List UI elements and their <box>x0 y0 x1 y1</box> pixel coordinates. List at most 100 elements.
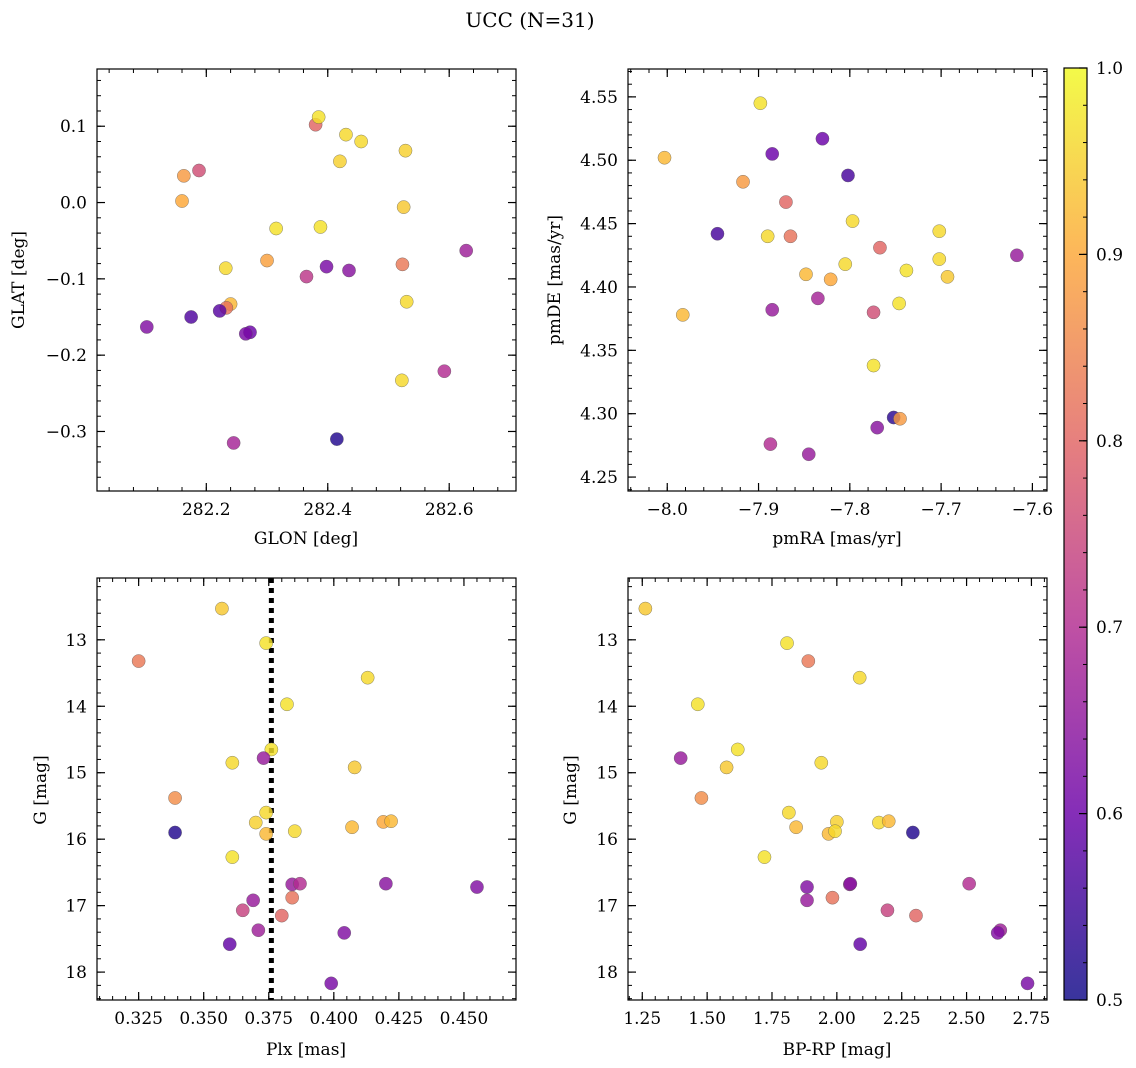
data-point <box>218 261 233 276</box>
data-point <box>990 926 1005 940</box>
data-point <box>287 824 302 839</box>
data-point <box>168 825 182 840</box>
data-point <box>814 755 829 770</box>
data-point <box>828 824 842 839</box>
colorbar-tick-label: 0.9 <box>1096 245 1123 265</box>
data-point <box>757 850 772 864</box>
data-point <box>256 751 271 765</box>
x-tick-label: 1.75 <box>753 1009 791 1029</box>
data-point <box>799 267 813 282</box>
y-tick-label: 18 <box>65 963 87 983</box>
data-point <box>215 601 229 616</box>
y-tick-label: 18 <box>596 963 618 983</box>
data-point <box>437 364 452 379</box>
y-tick-label: 14 <box>596 697 618 717</box>
x-tick-label: −7.8 <box>829 500 870 520</box>
axes-frame <box>627 68 1048 492</box>
panel-plx-g: Plx [mas] G [mag] 0.325 0.350 0.375 0.400 0.… <box>31 577 517 1060</box>
data-point <box>339 127 353 142</box>
data-point <box>932 224 947 239</box>
panel-glon-glat: GLON [deg] GLAT [deg] 282.2 282.4 282.6 −0.… <box>9 68 517 549</box>
data-point <box>845 214 860 228</box>
x-tick-label: −7.9 <box>738 500 779 520</box>
data-point <box>906 825 920 840</box>
data-point <box>866 358 881 373</box>
data-point <box>259 636 274 650</box>
data-point <box>763 437 778 451</box>
data-point <box>311 110 326 124</box>
data-point <box>131 654 146 668</box>
data-point <box>399 294 414 309</box>
y-tick-label: 4.35 <box>580 341 618 361</box>
data-point <box>873 240 887 255</box>
y-tick-label: 4.55 <box>580 88 618 108</box>
data-point <box>780 636 794 650</box>
data-point <box>962 876 977 891</box>
x-tick-label: 1.25 <box>623 1009 661 1029</box>
y-tick-label: 4.25 <box>580 468 618 488</box>
data-point <box>269 221 283 236</box>
data-point <box>313 220 328 234</box>
y-tick-label: 4.40 <box>580 278 618 298</box>
data-point <box>881 814 896 829</box>
y-tick-label: 0.0 <box>60 194 87 214</box>
data-point <box>852 670 867 685</box>
y-tick-label: 16 <box>65 830 87 850</box>
panel-bprp-g: BP-RP [mag] G [mag] 1.25 1.50 1.75 2.00 2.25… <box>561 577 1050 1060</box>
data-point <box>1020 976 1035 991</box>
data-point <box>719 760 734 775</box>
data-point <box>235 903 250 918</box>
data-point <box>259 805 274 820</box>
data-point <box>710 226 725 241</box>
data-point <box>324 976 339 991</box>
x-tick-label: 0.350 <box>179 1009 228 1029</box>
data-point <box>139 320 154 334</box>
data-point <box>801 447 816 462</box>
data-point <box>909 908 923 923</box>
data-point <box>274 908 289 923</box>
x-tick-label: 0.400 <box>309 1009 358 1029</box>
colorbar-tick-label: 0.7 <box>1096 618 1123 638</box>
data-point <box>932 252 947 266</box>
data-point <box>783 229 798 244</box>
y-tick-label: 4.45 <box>580 215 618 235</box>
x-tick-label: 2.00 <box>818 1009 856 1029</box>
data-point <box>843 876 858 891</box>
data-point <box>825 890 840 905</box>
data-point <box>280 697 294 712</box>
data-point <box>225 850 240 864</box>
colorbar-tick-label: 0.5 <box>1096 991 1123 1011</box>
data-point <box>251 923 266 938</box>
data-point <box>395 257 410 272</box>
x-tick-label: 282.6 <box>425 500 474 520</box>
data-point <box>899 263 914 278</box>
data-point <box>345 820 359 835</box>
x-axis-label: Plx [mas] <box>266 1040 346 1060</box>
data-point <box>765 147 780 161</box>
data-point <box>285 890 300 905</box>
data-point <box>342 263 356 278</box>
data-point <box>398 143 413 158</box>
data-point <box>379 876 393 891</box>
x-tick-label: 282.2 <box>182 500 231 520</box>
data-point <box>259 827 274 841</box>
figure-title: UCC (N=31) <box>465 8 594 32</box>
axes-frame <box>96 68 517 492</box>
data-point <box>333 154 347 169</box>
data-point <box>811 291 825 306</box>
y-tick-label: 4.30 <box>580 405 618 425</box>
data-point <box>690 697 705 712</box>
colorbar-tick-label: 1.0 <box>1096 59 1123 79</box>
x-tick-label: −8.0 <box>647 500 688 520</box>
y-tick-label: −0.2 <box>46 346 87 366</box>
data-point <box>396 200 411 214</box>
data-point <box>176 168 191 183</box>
data-point <box>866 305 881 320</box>
y-axis-label: GLAT [deg] <box>9 231 29 329</box>
data-point <box>238 326 253 341</box>
data-point <box>789 820 803 835</box>
data-point <box>760 229 775 244</box>
data-point <box>800 893 814 908</box>
x-tick-label: −7.6 <box>1012 500 1053 520</box>
data-point <box>225 755 240 770</box>
